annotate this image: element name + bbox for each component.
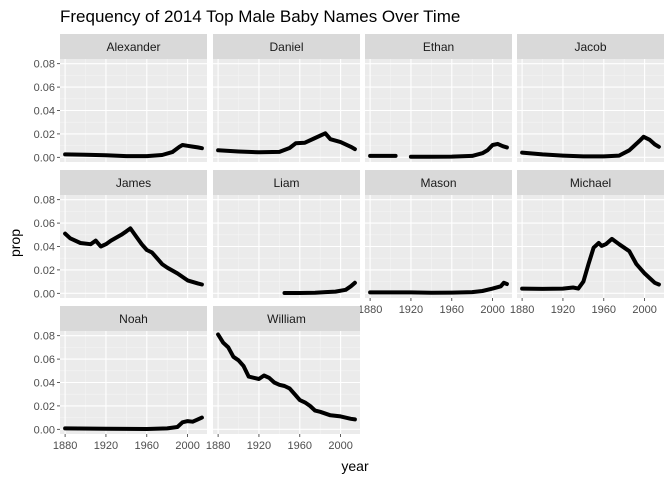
facet-strip bbox=[60, 170, 207, 195]
series-line bbox=[408, 141, 509, 159]
facet-strip bbox=[517, 34, 664, 59]
series-line bbox=[216, 131, 357, 155]
facet-strip bbox=[517, 170, 664, 195]
facet-panel: Noah 0.00 0.02 0.04 0.06 0.08 1880 1920 1960 2000 bbox=[34, 306, 207, 452]
x-tick-label: 1920 bbox=[94, 440, 118, 452]
facet-strip bbox=[60, 306, 207, 331]
y-tick-label: 0.08 bbox=[34, 331, 55, 343]
y-tick-label: 0.06 bbox=[34, 82, 55, 94]
facet-label: James bbox=[116, 176, 151, 190]
x-tick-label: 1960 bbox=[440, 304, 464, 316]
x-tick-label: 2000 bbox=[175, 440, 199, 452]
x-tick-label: 2000 bbox=[632, 304, 656, 316]
facet-panel: Ethan bbox=[365, 34, 512, 162]
x-tick-label: 2000 bbox=[328, 440, 352, 452]
y-tick-label: 0.02 bbox=[34, 265, 55, 277]
y-tick-label: 0.00 bbox=[34, 152, 55, 164]
facet-label: Michael bbox=[570, 176, 611, 190]
facet-label: William bbox=[267, 312, 306, 326]
x-tick-label: 1880 bbox=[358, 304, 382, 316]
x-tick-label: 1960 bbox=[135, 440, 159, 452]
facet-panels: Alexander 0.00 0.02 0.04 0.06 0.08 Daniel Ethan… bbox=[34, 34, 664, 452]
facet-panel: William 1880 1920 1960 2000 bbox=[206, 306, 360, 452]
facet-label: Mason bbox=[420, 176, 456, 190]
series-line bbox=[520, 134, 661, 159]
y-tick-label: 0.08 bbox=[34, 59, 55, 71]
series-line bbox=[368, 280, 509, 295]
facet-strip bbox=[213, 34, 360, 59]
series-line bbox=[520, 236, 661, 291]
x-tick-label: 1920 bbox=[247, 440, 271, 452]
facet-label: Alexander bbox=[106, 40, 160, 54]
y-tick-label: 0.06 bbox=[34, 354, 55, 366]
facet-panel: Mason 1880 1920 1960 2000 bbox=[358, 170, 512, 316]
series-line bbox=[63, 226, 204, 287]
series-line bbox=[282, 280, 357, 295]
series-line bbox=[63, 415, 204, 431]
facet-strip bbox=[213, 306, 360, 331]
y-tick-label: 0.00 bbox=[34, 288, 55, 300]
x-tick-label: 1880 bbox=[206, 440, 230, 452]
series-line bbox=[63, 143, 204, 159]
facet-strip bbox=[365, 170, 512, 195]
y-tick-label: 0.08 bbox=[34, 195, 55, 207]
facet-panel: Michael 1880 1920 1960 2000 bbox=[510, 170, 664, 316]
facet-panel: Liam bbox=[213, 170, 360, 298]
chart-title: Frequency of 2014 Top Male Baby Names Ov… bbox=[60, 7, 460, 26]
x-tick-label: 1960 bbox=[592, 304, 616, 316]
x-axis-title: year bbox=[341, 458, 369, 474]
facet-label: Daniel bbox=[269, 40, 303, 54]
facet-label: Noah bbox=[119, 312, 148, 326]
y-tick-label: 0.06 bbox=[34, 218, 55, 230]
series-line bbox=[216, 332, 357, 422]
y-tick-label: 0.00 bbox=[34, 424, 55, 436]
facet-strip bbox=[213, 170, 360, 195]
x-tick-label: 1920 bbox=[399, 304, 423, 316]
y-axis-title: prop bbox=[7, 229, 23, 257]
y-tick-label: 0.02 bbox=[34, 129, 55, 141]
facet-label: Liam bbox=[273, 176, 299, 190]
y-tick-label: 0.04 bbox=[34, 106, 55, 118]
facet-panel: Alexander 0.00 0.02 0.04 0.06 0.08 bbox=[34, 34, 207, 164]
x-tick-label: 1920 bbox=[551, 304, 575, 316]
facet-panel: Jacob bbox=[517, 34, 664, 162]
facet-panel: Daniel bbox=[213, 34, 360, 162]
facet-label: Ethan bbox=[423, 40, 454, 54]
x-tick-label: 1880 bbox=[510, 304, 534, 316]
facet-panel: James 0.00 0.02 0.04 0.06 0.08 bbox=[34, 170, 207, 300]
x-tick-label: 2000 bbox=[480, 304, 504, 316]
facet-strip bbox=[60, 34, 207, 59]
x-tick-label: 1960 bbox=[288, 440, 312, 452]
y-tick-label: 0.02 bbox=[34, 401, 55, 413]
x-tick-label: 1880 bbox=[53, 440, 77, 452]
y-tick-label: 0.04 bbox=[34, 378, 55, 390]
y-tick-label: 0.04 bbox=[34, 242, 55, 254]
facet-label: Jacob bbox=[574, 40, 606, 54]
facet-strip bbox=[365, 34, 512, 59]
